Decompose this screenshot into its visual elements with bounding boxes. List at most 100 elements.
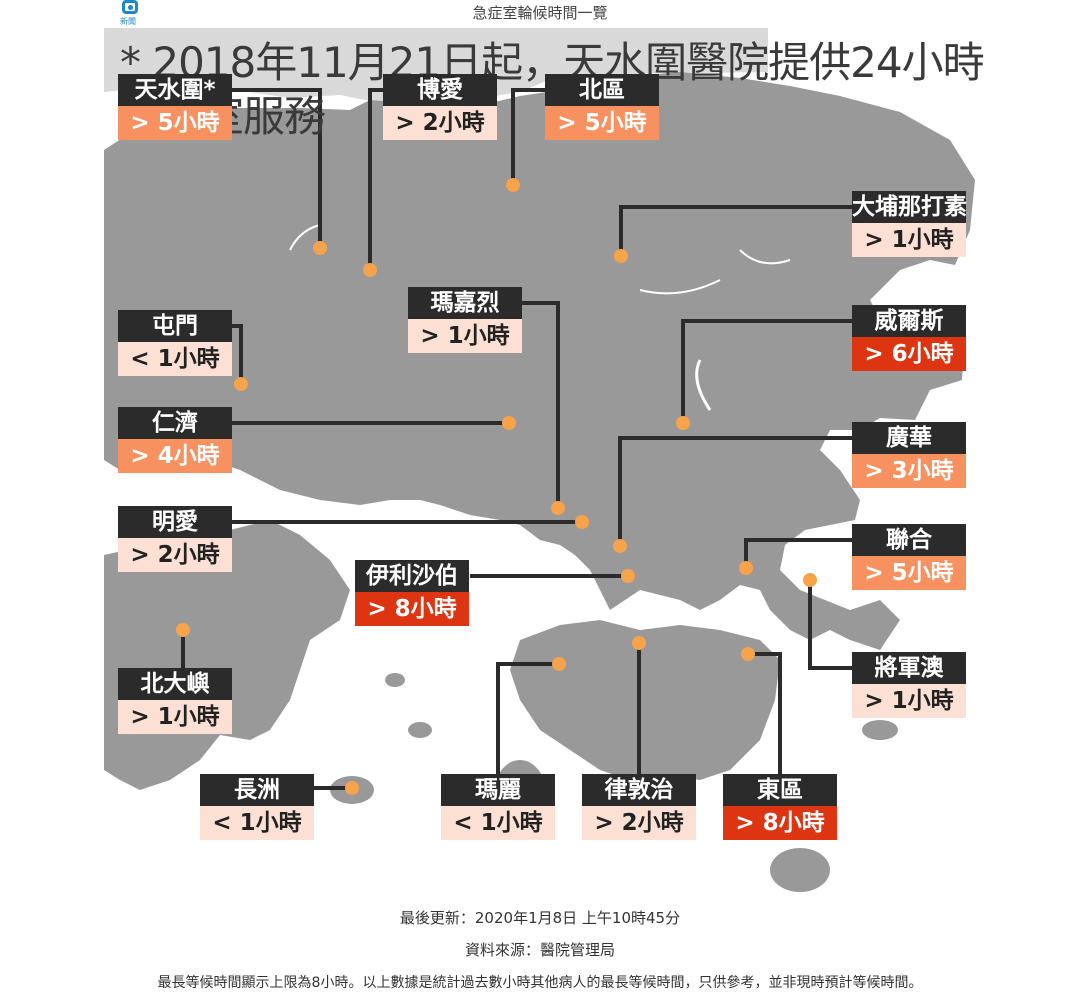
hospital-wait-time: > 1小時 <box>408 319 522 353</box>
tung-lung-island <box>770 848 830 892</box>
hospital-label-tuen-mun: 屯門 < 1小時 <box>118 310 232 376</box>
river-line <box>739 249 791 265</box>
hospital-name: 天水圍* <box>118 74 232 106</box>
river-line <box>695 359 712 411</box>
hospital-name: 瑪嘉烈 <box>408 287 522 319</box>
leader-line <box>748 652 782 775</box>
hospital-wait-time: > 1小時 <box>852 684 966 718</box>
hospital-marker <box>502 416 516 430</box>
hospital-marker <box>741 647 755 661</box>
hospital-wait-time: > 5小時 <box>118 106 232 140</box>
hospital-marker <box>176 623 190 637</box>
last-updated: 最後更新：2020年1月8日 上午10時45分 <box>399 909 681 927</box>
hospital-marker <box>803 573 817 587</box>
hospital-label-united-christian: 聯合 > 5小時 <box>852 524 966 590</box>
hospital-label-queen-mary: 瑪麗 < 1小時 <box>441 774 555 840</box>
hospital-label-pok-oi: 博愛 > 2小時 <box>383 74 497 140</box>
hospital-label-kwong-wah: 廣華 > 3小時 <box>852 422 966 488</box>
hospital-wait-time: > 1小時 <box>118 700 232 734</box>
hospital-marker <box>613 539 627 553</box>
hospital-marker <box>676 416 690 430</box>
leader-line <box>511 88 545 185</box>
hospital-name: 威爾斯 <box>852 305 966 337</box>
leader-lines <box>181 88 852 790</box>
hospital-label-queen-elizabeth: 伊利沙伯 > 8小時 <box>355 560 469 626</box>
hospital-marker <box>345 781 359 795</box>
leader-line <box>496 662 559 775</box>
hospital-name: 東區 <box>723 774 837 806</box>
hospital-marker <box>739 561 753 575</box>
hospital-wait-time: > 8小時 <box>355 592 469 626</box>
hospital-wait-time: > 2小時 <box>582 806 696 840</box>
hospital-markers <box>176 178 817 795</box>
leader-line <box>368 88 383 270</box>
hospital-wait-time: > 2小時 <box>118 538 232 572</box>
hospital-label-cheung-chau: 長洲 < 1小時 <box>200 774 314 840</box>
hospital-marker <box>614 249 628 263</box>
hospital-wait-time: > 5小時 <box>545 106 659 140</box>
hospital-marker <box>621 569 635 583</box>
hospital-name: 伊利沙伯 <box>355 560 469 592</box>
river-line <box>639 279 721 295</box>
hospital-name: 博愛 <box>383 74 497 106</box>
hospital-name: 北大嶼 <box>118 668 232 700</box>
disclaimer: 最長等候時間顯示上限為8小時。以上數據是統計過去數小時其他病人的最長等候時間，只… <box>157 975 923 991</box>
hospital-label-tseung-kwan-o: 將軍澳 > 1小時 <box>852 652 966 718</box>
hospital-label-north-district: 北區 > 5小時 <box>545 74 659 140</box>
hospital-label-prince-of-wales: 威爾斯 > 6小時 <box>852 305 966 371</box>
hospital-name: 明愛 <box>118 506 232 538</box>
hospital-marker <box>551 501 565 515</box>
river-line <box>289 224 321 251</box>
leader-line <box>744 538 852 568</box>
hospital-wait-time: > 1小時 <box>852 223 966 257</box>
green-island <box>408 722 432 738</box>
hospital-wait-time: > 6小時 <box>852 337 966 371</box>
hospital-marker <box>234 377 248 391</box>
hospital-wait-time: > 2小時 <box>383 106 497 140</box>
logo-icon <box>122 0 138 14</box>
data-source: 資料來源：醫院管理局 <box>464 941 615 959</box>
page-title: 急症室輪候時間一覽 <box>472 4 608 22</box>
hospital-wait-time: < 1小時 <box>200 806 314 840</box>
leader-line <box>232 324 243 384</box>
hospital-label-ruttonjee: 律敦治 > 2小時 <box>582 774 696 840</box>
hospital-name: 北區 <box>545 74 659 106</box>
shenzhen-area <box>104 28 768 105</box>
leader-line <box>232 88 322 248</box>
hospital-marker <box>552 657 566 671</box>
hospital-name: 瑪麗 <box>441 774 555 806</box>
hospital-label-alice-ho-miu-ling: 大埔那打素 > 1小時 <box>852 191 967 257</box>
hospital-wait-time: < 1小時 <box>441 806 555 840</box>
hospital-wait-time: > 5小時 <box>852 556 966 590</box>
hospital-name: 廣華 <box>852 422 966 454</box>
hospital-label-north-lantau: 北大嶼 > 1小時 <box>118 668 232 734</box>
hospital-marker <box>506 178 520 192</box>
hospital-name: 將軍澳 <box>852 652 966 684</box>
leader-line <box>522 301 560 508</box>
hospital-wait-time: < 1小時 <box>118 342 232 376</box>
hospital-wait-time: > 8小時 <box>723 806 837 840</box>
news-logo: 新聞 <box>118 0 144 30</box>
hospital-label-yan-chai: 仁濟 > 4小時 <box>118 407 232 473</box>
leader-line <box>808 580 852 670</box>
hospital-marker <box>313 241 327 255</box>
hospital-marker <box>632 636 646 650</box>
hospital-wait-time: > 3小時 <box>852 454 966 488</box>
hospital-name: 長洲 <box>200 774 314 806</box>
hospital-label-tin-shui-wai: 天水圍* > 5小時 <box>118 74 232 140</box>
hospital-label-eastern: 東區 > 8小時 <box>723 774 837 840</box>
hospital-marker <box>363 263 377 277</box>
hospital-name: 律敦治 <box>582 774 696 806</box>
logo-text: 新聞 <box>120 17 136 26</box>
hospital-label-caritas: 明愛 > 2小時 <box>118 506 232 572</box>
hospital-name: 屯門 <box>118 310 232 342</box>
peng-chau-island <box>385 673 405 687</box>
leader-line <box>619 205 852 256</box>
hospital-label-princess-margaret: 瑪嘉烈 > 1小時 <box>408 287 522 353</box>
hospital-name: 聯合 <box>852 524 966 556</box>
leader-line <box>618 436 852 546</box>
sai-kung-island <box>862 720 898 740</box>
hospital-wait-time: > 4小時 <box>118 439 232 473</box>
hospital-name: 仁濟 <box>118 407 232 439</box>
